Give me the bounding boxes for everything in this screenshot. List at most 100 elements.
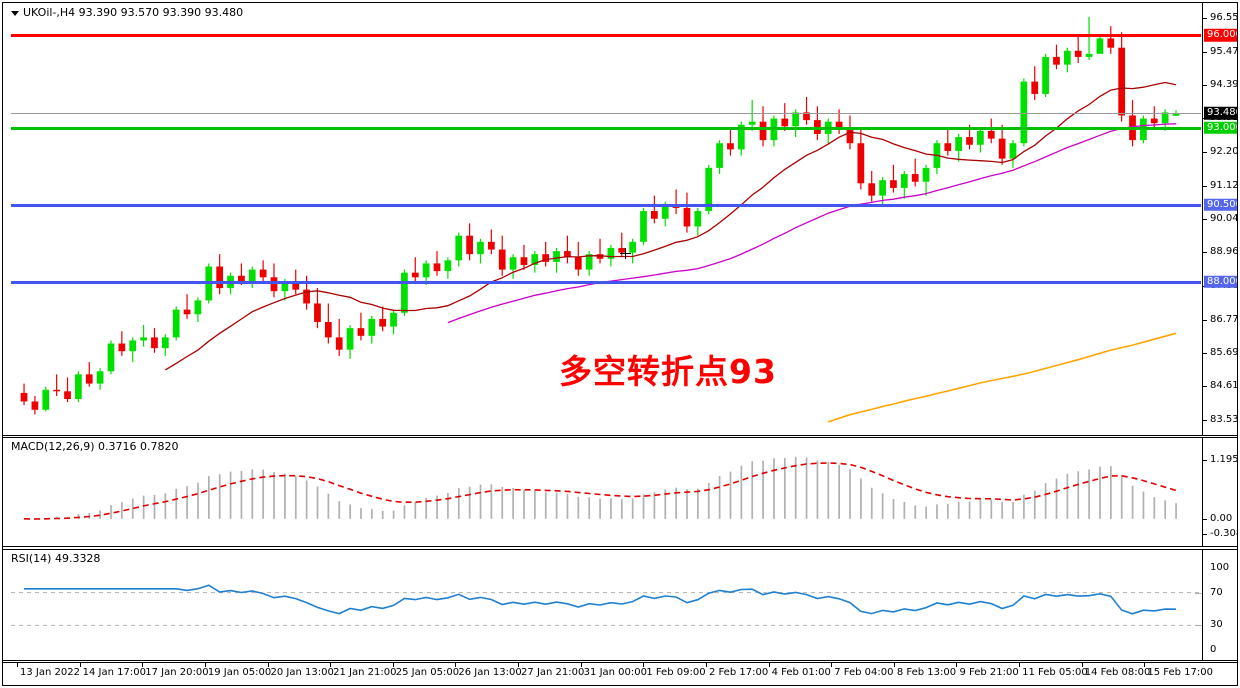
price-tick-label: 83.530: [1210, 413, 1237, 425]
time-tick-mark: [455, 663, 457, 667]
macd-tick-label: -0.3087: [1210, 528, 1237, 539]
hline-90-5[interactable]: [11, 203, 1201, 207]
chart-annotation-text: 多空转折点93: [559, 352, 777, 391]
price-tick-mark: [1203, 84, 1207, 86]
hline-current-price[interactable]: [11, 113, 1201, 115]
price-tick-label: 84.610: [1210, 380, 1237, 392]
resistance-level-96[interactable]: 96.000: [1204, 29, 1237, 42]
time-tick-mark: [204, 663, 206, 667]
time-tick-label: 1 Feb 09:00: [646, 667, 706, 678]
hline-88[interactable]: [11, 280, 1201, 284]
macd-tick-label: 0.00: [1210, 512, 1233, 524]
macd-series: [23, 456, 1177, 520]
price-tick-mark: [1203, 152, 1207, 154]
time-tick-mark: [705, 663, 707, 667]
time-tick-mark: [518, 663, 520, 667]
rsi-tick-label: 70: [1210, 586, 1223, 598]
price-tick-mark: [1203, 185, 1207, 187]
price-tick-mark: [1203, 419, 1207, 421]
macd-plot-area: [11, 438, 1201, 546]
price-tick-mark: [1203, 319, 1207, 321]
price-tick-label: 96.550: [1210, 12, 1237, 24]
time-tick-label: 17 Jan 20:00: [145, 667, 209, 678]
time-tick-label: 20 Jan 13:00: [270, 667, 334, 678]
price-tick-mark: [1203, 51, 1207, 53]
time-tick-mark: [142, 663, 144, 667]
time-tick-mark: [392, 663, 394, 667]
time-tick-mark: [580, 663, 582, 667]
price-tick-label: 90.040: [1210, 213, 1237, 225]
time-tick-mark: [956, 663, 958, 667]
rsi-tick-label: 0: [1210, 644, 1217, 655]
hline-96[interactable]: [11, 34, 1201, 38]
time-tick-mark: [330, 663, 332, 667]
hline-93[interactable]: [11, 126, 1201, 130]
macd-axis: 1.1951 0.00 -0.3087: [1202, 438, 1237, 546]
price-tick-mark: [1203, 386, 1207, 388]
rsi-band-marker: [1195, 625, 1202, 627]
time-tick-label: 9 Feb 21:00: [959, 667, 1019, 678]
price-tick-mark: [1203, 252, 1207, 254]
current-price-tag[interactable]: 93.480: [1204, 106, 1237, 120]
time-tick-mark: [643, 663, 645, 667]
rsi-header: RSI(14) 49.3328: [9, 552, 103, 565]
symbol-header: UKOil-,H4 93.390 93.570 93.390 93.480: [9, 6, 246, 19]
time-tick-mark: [17, 663, 18, 667]
time-tick-mark: [267, 663, 269, 667]
time-tick-label: 14 Jan 17:00: [82, 667, 146, 678]
time-tick-label: 2 Feb 17:00: [708, 667, 769, 678]
support-level-90-5[interactable]: 90.500: [1204, 198, 1237, 212]
time-tick-label: 25 Jan 05:00: [395, 667, 460, 678]
price-tick-label: 85.690: [1210, 347, 1237, 359]
time-tick-label: 19 Jan 05:00: [207, 667, 272, 678]
price-tick-mark: [1203, 353, 1207, 355]
macd-tick-label: 1.1951: [1210, 454, 1237, 465]
price-tick-label: 92.200: [1210, 146, 1237, 158]
pivot-level-93[interactable]: 93.000: [1204, 121, 1237, 135]
rsi-band-marker: [1195, 592, 1202, 594]
symbol-header-text: UKOil-,H4 93.390 93.570 93.390 93.480: [23, 6, 244, 19]
time-axis[interactable]: 13 Jan 2022 14 Jan 17:00 17 Jan 20:00 19 Ja…: [3, 662, 1237, 684]
triangle-down-icon[interactable]: [11, 10, 19, 16]
rsi-series: [11, 584, 1201, 626]
price-tick-label: 95.470: [1210, 45, 1237, 57]
rsi-axis: 100 70 30 0: [1195, 550, 1237, 660]
macd-header: MACD(12,26,9) 0.3716 0.7820: [9, 440, 181, 453]
time-tick-mark: [893, 663, 895, 667]
time-tick-mark: [79, 663, 81, 667]
time-tick-label: 8 Feb 13:00: [896, 667, 957, 678]
time-tick-mark: [768, 663, 770, 667]
time-tick-label: 11 Feb 05:00: [1022, 667, 1088, 678]
rsi-panel[interactable]: RSI(14) 49.3328 100 70 30 0: [3, 549, 1237, 661]
price-axis[interactable]: 96.55095.47094.39093.31092.20091.12090.0…: [1202, 3, 1237, 435]
price-tick-label: 86.770: [1210, 313, 1237, 325]
rsi-plot-area: [11, 550, 1201, 660]
support-level-88[interactable]: 88.000: [1204, 275, 1237, 289]
time-tick-label: 14 Feb 08:00: [1084, 667, 1151, 678]
time-tick-label: 7 Feb 04:00: [834, 667, 894, 678]
time-tick-mark: [1019, 663, 1021, 667]
time-tick-label: 31 Jan 00:00: [583, 667, 647, 678]
rsi-tick-label: 100: [1210, 562, 1230, 573]
time-tick-label: 21 Jan 21:00: [333, 667, 397, 678]
macd-tick-mark: [1203, 534, 1207, 535]
macd-tick-mark: [1203, 518, 1207, 520]
time-tick-label: 4 Feb 01:00: [771, 667, 831, 678]
price-plot-area[interactable]: 多空转折点93: [11, 3, 1201, 435]
price-tick-mark: [1203, 18, 1207, 20]
rsi-tick-label: 30: [1210, 619, 1223, 631]
price-tick-label: 94.390: [1210, 78, 1237, 90]
time-tick-mark: [1081, 663, 1083, 667]
time-tick-mark: [1144, 663, 1146, 667]
time-tick-label: 26 Jan 13:00: [458, 667, 522, 678]
time-tick-label: 15 Feb 17:00: [1147, 667, 1213, 678]
price-tick-label: 88.960: [1210, 246, 1237, 258]
price-chart-panel[interactable]: UKOil-,H4 93.390 93.570 93.390 93.480 多空…: [3, 3, 1237, 436]
macd-panel[interactable]: MACD(12,26,9) 0.3716 0.7820 1.1951 0.00 -0…: [3, 437, 1237, 547]
time-tick-label: 13 Jan 2022: [20, 667, 80, 678]
price-tick-mark: [1203, 219, 1207, 221]
time-tick-label: 27 Jan 21:00: [521, 667, 585, 678]
macd-tick-mark: [1203, 460, 1207, 461]
